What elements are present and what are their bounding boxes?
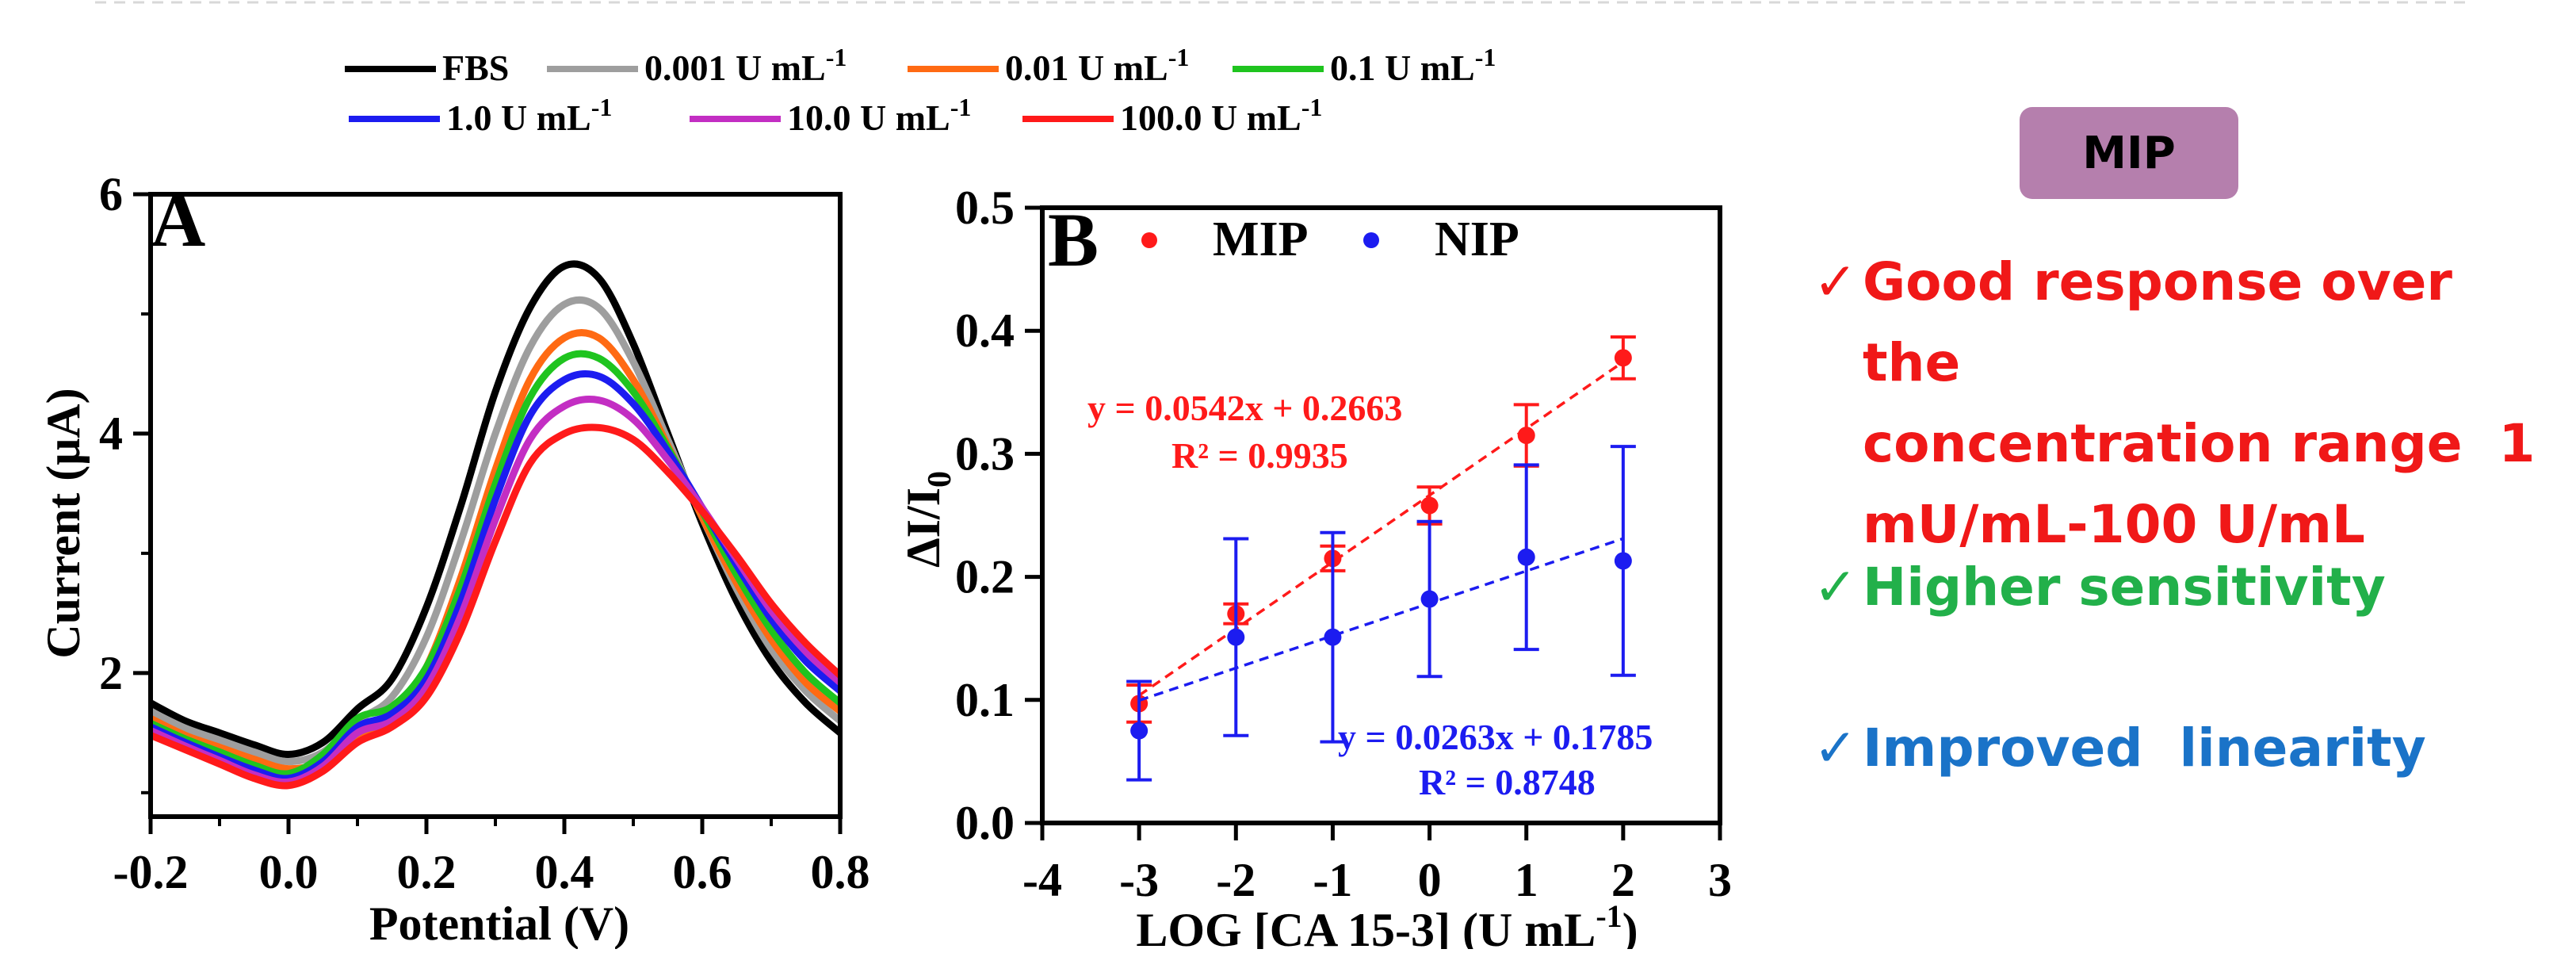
- panel-b-ylabel-sub: 0: [922, 471, 958, 488]
- feature-higher-sensitivity: ✓ Higher sensitivity: [1814, 547, 2566, 628]
- b-xtick-label-1: -3: [1119, 854, 1159, 906]
- a-xtick-label-3: 0.4: [535, 846, 594, 898]
- a-ytick-label-2: 6: [99, 168, 123, 220]
- feature-text: Improved linearity: [1863, 718, 2426, 779]
- curve-legend: FBS 0.001 U mL-1 0.01 U mL-1 0.1 U mL-1 1.0 …: [345, 43, 1496, 138]
- b-ytick-label-5: 0.5: [955, 182, 1015, 234]
- b-ytick-label-3: 0.3: [955, 427, 1015, 480]
- panel-b-marks: [1126, 335, 1636, 782]
- b-ytick-label-0: 0.0: [955, 797, 1015, 849]
- nip-point-5: [1614, 552, 1632, 570]
- panel-b-xlabel-sup: -1: [1596, 898, 1622, 934]
- nip-point-1: [1227, 628, 1245, 646]
- panel-b-xlabel: LOG [CA 15-3] (U mL-1): [1136, 898, 1638, 949]
- curve-2: [149, 329, 843, 773]
- check-icon: ✓: [1814, 718, 1858, 779]
- panel-b-letter: B: [1048, 197, 1099, 282]
- legend-label-3: 0.1 U mL-1: [1330, 43, 1496, 88]
- legend-label-0: FBS: [442, 48, 509, 88]
- panel-b-ylabel-main: ΔI/I: [897, 488, 950, 568]
- curve-0: [148, 260, 843, 758]
- a-xtick-label-4: 0.6: [673, 846, 732, 898]
- mip-point-5: [1614, 349, 1632, 367]
- mip-point-3: [1420, 496, 1439, 515]
- nip-equation: y = 0.0263x + 0.1785: [1338, 717, 1653, 757]
- nip-point-2: [1324, 628, 1342, 646]
- legend-nip-label: NIP: [1435, 212, 1519, 266]
- b-ytick-label-4: 0.4: [955, 304, 1015, 357]
- legend-label-5: 10.0 U mL-1: [787, 93, 971, 138]
- check-icon: ✓: [1814, 557, 1858, 618]
- curve-6: [149, 423, 843, 790]
- nip-point-3: [1420, 590, 1439, 608]
- mip-fit-line: [1138, 361, 1624, 697]
- feature-text: Higher sensitivity: [1863, 557, 2386, 618]
- legend-nip-marker: [1363, 232, 1379, 248]
- panel-b-frame: [1040, 205, 1722, 825]
- legend-label-1: 0.001 U mL-1: [644, 43, 847, 88]
- a-xtick-label-1: 0.0: [259, 846, 319, 898]
- legend-label-6: 100.0 U mL-1: [1120, 93, 1322, 138]
- nip-r2: R² = 0.8748: [1419, 762, 1596, 802]
- a-xtick-label-2: 0.2: [397, 846, 457, 898]
- a-xtick-label-5: 0.8: [811, 846, 870, 898]
- b-xtick-label-2: -2: [1216, 854, 1256, 906]
- b-xtick-label-5: 1: [1515, 854, 1538, 906]
- panel-a-axes: -0.2 0.0 0.2 0.4 0.6 0.8 2 4 6: [99, 168, 870, 898]
- feature-improved-linearity: ✓ Improved linearity: [1814, 708, 2566, 789]
- panel-b-xlabel-main: LOG [CA 15-3] (U mL: [1136, 904, 1596, 949]
- panel-b-xlabel-tail: ): [1622, 904, 1638, 949]
- b-xtick-label-4: 0: [1418, 854, 1442, 906]
- curve-1: [149, 296, 843, 766]
- panel-b-axes: -4 -3 -2 -1 0 1 2 3 0.0 0.1 0.2 0.3 0.4 0.5: [955, 182, 1732, 906]
- legend-label-2: 0.01 U mL-1: [1005, 43, 1189, 88]
- panel-b-chart: B MIP NIP -4 -3 -2 -1 0 1 2 3 0.0 0.1 0.2 0.3 0.4 0.5…: [897, 182, 1732, 953]
- panel-a-letter: A: [151, 178, 205, 262]
- a-ytick-label-0: 2: [99, 647, 123, 699]
- b-ytick-label-1: 0.1: [955, 674, 1015, 726]
- check-icon: ✓: [1814, 251, 1858, 312]
- nip-point-0: [1130, 721, 1148, 740]
- nip-fit-line: [1138, 537, 1624, 702]
- mip-badge: MIP: [2020, 107, 2238, 199]
- mip-equation: y = 0.0542x + 0.2663: [1087, 388, 1402, 428]
- legend-label-4: 1.0 U mL-1: [446, 93, 612, 138]
- nip-point-4: [1517, 548, 1535, 566]
- feature-good-response: ✓ Good response over the concentration r…: [1814, 242, 2566, 565]
- panel-a-chart: A -0.2 0.0 0.2 0.4 0.6 0.8 2 4 6 Potential (V) C…: [37, 168, 870, 950]
- mip-point-4: [1517, 427, 1535, 445]
- b-xtick-label-3: -1: [1313, 854, 1352, 906]
- mip-r2: R² = 0.9935: [1171, 435, 1348, 476]
- mip-badge-label: MIP: [2082, 127, 2176, 179]
- b-xtick-label-6: 2: [1611, 854, 1635, 906]
- panel-a-ylabel: Current (μA): [37, 388, 90, 658]
- panel-b-ylabel: ΔI/I0: [897, 471, 958, 568]
- a-ytick-label-1: 4: [99, 408, 123, 460]
- b-xtick-label-0: -4: [1022, 854, 1062, 906]
- b-xtick-label-7: 3: [1708, 854, 1732, 906]
- panel-a-xlabel: Potential (V): [369, 898, 629, 949]
- b-ytick-label-2: 0.2: [955, 551, 1015, 603]
- curve-3: [149, 350, 843, 778]
- legend-mip-marker: [1141, 232, 1157, 248]
- feature-text: Good response over the concentration ran…: [1863, 251, 2536, 555]
- legend-mip-label: MIP: [1213, 212, 1309, 266]
- a-xtick-label-0: -0.2: [113, 846, 189, 898]
- panel-a-curves: [148, 260, 843, 790]
